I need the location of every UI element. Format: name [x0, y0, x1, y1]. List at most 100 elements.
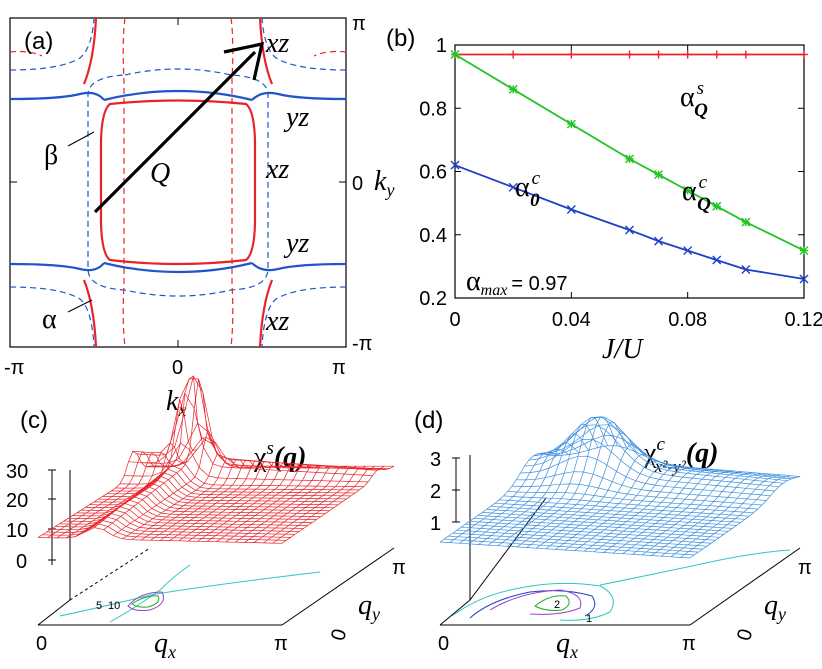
mesh-line-v — [178, 461, 291, 542]
mesh-line-v — [622, 470, 733, 554]
d-qy-tick-pi: π — [798, 557, 812, 579]
series-0-point — [712, 50, 721, 59]
mesh-line-v — [449, 452, 560, 543]
b-ytick-label: 0.6 — [419, 162, 447, 184]
kx-tick-pi: π — [332, 357, 346, 379]
mesh-line-v — [56, 452, 169, 539]
series-0-point — [567, 50, 576, 59]
panel-c-zaxis — [48, 469, 56, 565]
c-qx-tick-0: 0 — [36, 633, 47, 655]
series-1-point — [566, 119, 576, 129]
mesh-line-v — [651, 472, 762, 556]
mesh-line-v — [262, 465, 376, 544]
d-qy-tick-0: 0 — [733, 627, 757, 643]
b-xtick-label: 0.04 — [552, 309, 591, 331]
panel-d-box — [439, 455, 801, 626]
beta-leader — [67, 131, 95, 147]
c-qx-label: qx — [154, 628, 176, 662]
series-1-point — [508, 84, 518, 94]
mesh-line-v — [680, 475, 791, 558]
kx-tick-zero: 0 — [172, 357, 183, 379]
panel-b-series — [450, 49, 809, 284]
jU-axis-label: J/U — [602, 334, 644, 365]
mesh-line-v — [660, 473, 772, 557]
mesh-line-v — [244, 465, 357, 543]
mesh-line-v — [468, 442, 580, 545]
mesh-line-v — [75, 442, 188, 537]
d-qx-label: qx — [556, 628, 578, 662]
d-contour-label-2: 2 — [554, 599, 560, 611]
panel-d-label: (d) — [414, 407, 443, 434]
mesh-line-v — [94, 375, 207, 528]
d-qy-label: qy — [764, 590, 786, 624]
panel-a-label: (a) — [24, 28, 53, 55]
band-label-yz-lower: yz — [283, 228, 309, 259]
series-1-point — [799, 246, 809, 256]
mesh-line-v — [497, 417, 609, 546]
series-2-point — [566, 204, 576, 214]
series-1-point — [625, 154, 634, 164]
b-ytick-label: 0.4 — [419, 225, 447, 247]
c-z-tick-20: 20 — [6, 490, 28, 512]
q-vector-label: Q — [150, 158, 170, 189]
series-1-point — [654, 170, 664, 180]
panel-a-frame — [9, 17, 347, 348]
yz-dashed-contours — [9, 17, 347, 348]
mesh-line-v — [66, 451, 179, 539]
mesh-line-v — [47, 451, 160, 538]
b-ytick-label: 1 — [436, 35, 447, 57]
mesh-line-v — [459, 448, 570, 544]
series-1-point — [450, 49, 460, 59]
panel-c-label: (c) — [20, 407, 48, 434]
d-z-tick-2: 2 — [430, 481, 441, 503]
panel-d: (d) χc x²-y²(q) 3 2 1 0 π 0 π qx qy 2 — [414, 407, 812, 662]
mesh-line-v — [131, 457, 244, 540]
panel-b-ticks: 0.2 0.4 0.6 0.8 1 0 0.04 0.08 0.12 — [419, 35, 822, 331]
series-2-point — [654, 236, 664, 246]
series-2-point — [450, 160, 460, 170]
mesh-line-v — [112, 428, 226, 536]
c-z-tick-0: 0 — [16, 551, 27, 573]
series-2-point — [741, 265, 751, 275]
d-contour-label-1: 1 — [586, 613, 592, 625]
series-0-point — [625, 50, 634, 59]
chi-s-surface — [37, 375, 395, 544]
series-line-1 — [454, 53, 805, 252]
b-ytick-label: 0.8 — [419, 98, 447, 120]
band-label-xz-bottom: xz — [265, 306, 289, 337]
c-qy-tick-0: 0 — [327, 627, 351, 643]
mesh-line-v — [555, 460, 666, 550]
panel-a: (a) Q β α xz yz xz yz xz -π 0 π π 0 -π k… — [4, 13, 394, 420]
kx-tick-neg-pi: -π — [4, 357, 24, 379]
mesh-line-v — [507, 416, 618, 547]
mesh-line-v — [216, 464, 329, 542]
xz-solid-contours — [82, 17, 274, 348]
series-2-point — [508, 182, 518, 192]
mesh-line-v — [272, 465, 385, 544]
c-qy-tick-pi: π — [392, 557, 406, 579]
c-qx-tick-pi: π — [274, 633, 288, 655]
panel-c-contours — [59, 564, 321, 623]
panel-b-frame — [454, 44, 805, 299]
series-2-point — [712, 255, 722, 265]
kx-axis-label: kx — [166, 386, 186, 420]
c-z-tick-30: 30 — [6, 461, 28, 483]
series-1-point — [741, 217, 751, 227]
mesh-line-v — [169, 461, 282, 541]
band-label-yz-upper: yz — [283, 102, 309, 133]
series-0-point — [741, 50, 750, 59]
d-z-tick-3: 3 — [430, 449, 441, 471]
mesh-line-v — [632, 471, 743, 555]
mesh-line-v — [574, 466, 685, 551]
panel-d-zaxis — [452, 457, 460, 523]
beta-label: β — [44, 140, 58, 171]
series-2-point — [625, 225, 634, 235]
mesh-line-v — [584, 467, 695, 552]
d-qx-tick-0: 0 — [438, 633, 449, 655]
b-xtick-label: 0.08 — [668, 309, 707, 331]
mesh-line-v — [670, 474, 781, 558]
mesh-line-v — [439, 453, 551, 543]
mesh-line-v — [689, 476, 801, 559]
